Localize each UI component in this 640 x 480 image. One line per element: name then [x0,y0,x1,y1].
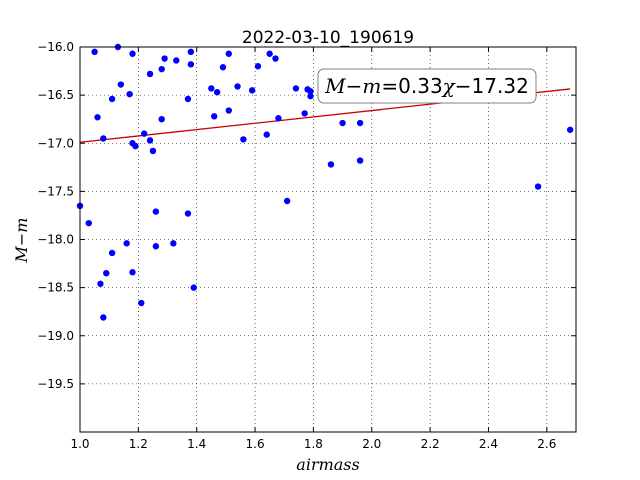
data-point [272,55,279,62]
data-point [307,88,314,95]
x-tick-label: 1.0 [70,437,89,451]
data-point [149,147,157,155]
x-tick-label: 1.4 [187,437,206,451]
annotation-lhs: M−m [324,74,381,98]
data-point [211,113,218,120]
data-point [240,136,247,143]
data-point [140,130,148,137]
chart-title: 2022-03-10_190619 [242,28,414,48]
data-point [108,95,116,103]
x-tick-labels: 1.0 1.2 1.4 1.6 1.8 2.0 2.2 2.4 2.6 [70,437,556,451]
data-point [94,114,101,121]
data-point [158,65,165,73]
data-point [126,90,133,98]
data-point [152,243,160,250]
y-tick-label: −19.5 [37,377,74,391]
data-point [161,55,168,62]
data-point [97,280,104,287]
data-point [356,119,364,127]
y-tick-label: −16.0 [37,40,74,54]
data-point [91,48,98,56]
data-point [534,183,542,190]
data-point [248,87,256,94]
data-point [103,269,110,277]
x-tick-label: 1.6 [246,437,265,451]
y-tick-label: −17.5 [37,184,74,198]
data-point [152,208,160,215]
annotation-text: M−m=0.33χ−17.32 [324,74,529,98]
data-point [187,48,195,56]
y-tick-label: −16.5 [37,88,74,102]
x-tick-label: 2.6 [537,437,556,451]
y-axis-label: M−m [12,218,31,264]
y-tick-labels: −16.0 −16.5 −17.0 −17.5 −18.0 −18.5 −19.0 −19.5 [37,40,74,391]
data-point [275,115,282,122]
data-point [129,269,136,276]
data-point [187,61,195,68]
x-tick-label: 2.4 [479,437,498,451]
data-point [301,110,308,117]
data-point [213,89,221,96]
data-point [146,70,154,78]
y-tick-label: −19.0 [37,329,74,343]
x-axis-label: airmass [296,455,359,474]
data-point [292,85,300,92]
data-point [234,83,241,90]
data-point [173,57,180,64]
data-point [208,85,215,92]
data-point [129,50,136,57]
y-tick-label: −18.0 [37,233,74,247]
data-point [307,92,314,100]
data-point [283,197,291,205]
data-point [146,137,154,144]
y-tick-label: −18.5 [37,281,74,295]
data-point [356,157,364,164]
x-tick-label: 1.8 [304,437,323,451]
annotation-box [317,68,537,104]
data-point [170,240,177,247]
data-point [100,314,107,321]
data-point [266,50,273,57]
y-tick-label: −17.0 [37,136,74,150]
data-point [254,63,262,70]
data-point [327,161,335,168]
data-point [190,284,197,291]
data-point [123,240,130,247]
data-point [184,95,192,103]
data-point [219,64,227,71]
data-point [184,210,192,217]
x-tick-label: 1.2 [129,437,148,451]
data-point [225,50,232,57]
data-point [108,249,116,257]
data-point [225,107,232,114]
x-tick-label: 2.2 [421,437,440,451]
fit-equation-annotation: M−m=0.33χ−17.32 [317,68,537,104]
data-points-layer [76,43,574,321]
data-point [566,126,574,133]
annotation-slope: 0.33 [398,74,443,98]
annotation-intercept: −17.32 [455,74,529,98]
tick-marks [79,46,576,432]
annotation-equals: = [381,74,398,98]
x-tick-label: 2.0 [362,437,381,451]
data-point [158,115,165,123]
data-point [132,142,139,150]
data-point [117,81,125,88]
data-point [138,299,145,307]
data-point [339,119,346,127]
annotation-variable: χ [441,74,457,98]
data-point [263,131,270,138]
data-point [100,135,107,142]
data-point [85,219,92,227]
